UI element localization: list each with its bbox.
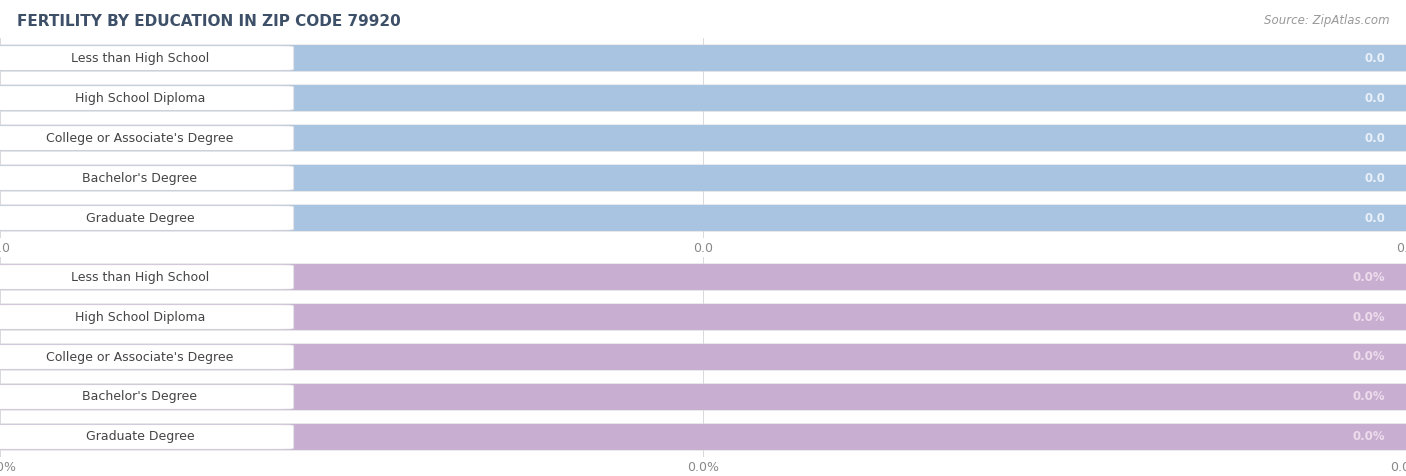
FancyBboxPatch shape (0, 424, 1406, 450)
Text: Source: ZipAtlas.com: Source: ZipAtlas.com (1264, 14, 1389, 27)
Text: 0.0: 0.0 (1364, 91, 1385, 105)
Text: Less than High School: Less than High School (70, 51, 209, 65)
FancyBboxPatch shape (0, 126, 294, 150)
FancyBboxPatch shape (0, 344, 1406, 370)
FancyBboxPatch shape (0, 45, 1406, 71)
Text: 0.0: 0.0 (1364, 171, 1385, 185)
Text: 0.0: 0.0 (1364, 51, 1385, 65)
Text: High School Diploma: High School Diploma (75, 310, 205, 324)
FancyBboxPatch shape (0, 264, 1406, 290)
FancyBboxPatch shape (0, 45, 1406, 71)
Text: 0.0%: 0.0% (1353, 270, 1385, 284)
FancyBboxPatch shape (0, 384, 1406, 410)
Text: 0.0%: 0.0% (1353, 430, 1385, 444)
FancyBboxPatch shape (0, 345, 294, 369)
Text: Bachelor's Degree: Bachelor's Degree (83, 171, 197, 185)
FancyBboxPatch shape (0, 205, 1406, 231)
Text: 0.0%: 0.0% (1353, 350, 1385, 364)
FancyBboxPatch shape (0, 265, 294, 289)
FancyBboxPatch shape (0, 344, 1406, 370)
FancyBboxPatch shape (0, 166, 294, 190)
FancyBboxPatch shape (0, 304, 1406, 330)
FancyBboxPatch shape (0, 424, 1406, 450)
Text: High School Diploma: High School Diploma (75, 91, 205, 105)
FancyBboxPatch shape (0, 205, 1406, 231)
FancyBboxPatch shape (0, 85, 1406, 111)
Text: 0.0%: 0.0% (1353, 390, 1385, 404)
FancyBboxPatch shape (0, 385, 294, 409)
Text: Graduate Degree: Graduate Degree (86, 430, 194, 444)
Text: 0.0: 0.0 (1364, 211, 1385, 225)
FancyBboxPatch shape (0, 384, 1406, 410)
FancyBboxPatch shape (0, 125, 1406, 151)
FancyBboxPatch shape (0, 86, 294, 110)
Text: 0.0: 0.0 (1364, 131, 1385, 145)
Text: Less than High School: Less than High School (70, 270, 209, 284)
FancyBboxPatch shape (0, 46, 294, 70)
FancyBboxPatch shape (0, 165, 1406, 191)
Text: Bachelor's Degree: Bachelor's Degree (83, 390, 197, 404)
Text: College or Associate's Degree: College or Associate's Degree (46, 350, 233, 364)
FancyBboxPatch shape (0, 165, 1406, 191)
Text: 0.0%: 0.0% (1353, 310, 1385, 324)
FancyBboxPatch shape (0, 85, 1406, 111)
Text: FERTILITY BY EDUCATION IN ZIP CODE 79920: FERTILITY BY EDUCATION IN ZIP CODE 79920 (17, 14, 401, 30)
FancyBboxPatch shape (0, 304, 1406, 330)
FancyBboxPatch shape (0, 206, 294, 230)
FancyBboxPatch shape (0, 425, 294, 449)
FancyBboxPatch shape (0, 125, 1406, 151)
Text: College or Associate's Degree: College or Associate's Degree (46, 131, 233, 145)
FancyBboxPatch shape (0, 264, 1406, 290)
FancyBboxPatch shape (0, 305, 294, 329)
Text: Graduate Degree: Graduate Degree (86, 211, 194, 225)
